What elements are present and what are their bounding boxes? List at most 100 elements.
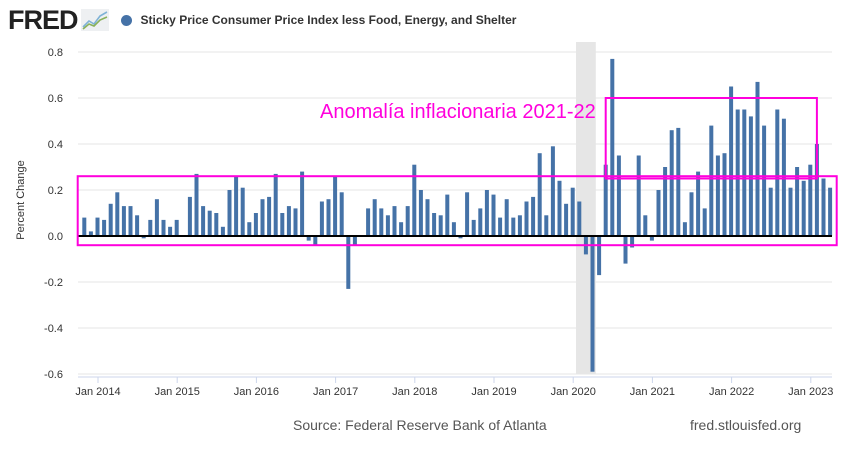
bar[interactable]: [801, 180, 806, 236]
bar[interactable]: [201, 206, 206, 236]
bar[interactable]: [781, 118, 786, 236]
bar[interactable]: [663, 167, 668, 236]
bar[interactable]: [267, 196, 272, 236]
bar[interactable]: [220, 226, 225, 236]
bar[interactable]: [610, 58, 615, 237]
site-link[interactable]: fred.stlouisfed.org: [690, 417, 802, 433]
bar[interactable]: [722, 153, 727, 236]
bar[interactable]: [603, 164, 608, 236]
bar[interactable]: [597, 236, 602, 276]
bar[interactable]: [821, 178, 826, 237]
bar[interactable]: [649, 236, 654, 241]
bar[interactable]: [425, 199, 430, 236]
bar[interactable]: [108, 203, 113, 236]
bar[interactable]: [643, 215, 648, 236]
bar[interactable]: [286, 206, 291, 236]
bar[interactable]: [544, 215, 549, 236]
bar[interactable]: [253, 213, 258, 236]
bar[interactable]: [121, 206, 126, 236]
bar[interactable]: [491, 194, 496, 236]
bar[interactable]: [471, 219, 476, 236]
bar[interactable]: [590, 236, 595, 372]
bar[interactable]: [636, 155, 641, 237]
bar[interactable]: [392, 206, 397, 236]
bar[interactable]: [577, 201, 582, 237]
bar[interactable]: [141, 236, 146, 239]
bar[interactable]: [795, 167, 800, 236]
bar[interactable]: [775, 109, 780, 237]
bar[interactable]: [319, 201, 324, 237]
bar[interactable]: [326, 199, 331, 236]
bar[interactable]: [82, 217, 87, 236]
bar[interactable]: [735, 109, 740, 237]
bar[interactable]: [511, 217, 516, 236]
bar[interactable]: [280, 213, 285, 236]
bar[interactable]: [432, 213, 437, 236]
bar[interactable]: [478, 208, 483, 236]
bar[interactable]: [531, 196, 536, 236]
bar[interactable]: [451, 222, 456, 236]
bar[interactable]: [504, 199, 509, 236]
bar[interactable]: [148, 219, 153, 236]
bar[interactable]: [616, 155, 621, 237]
bar[interactable]: [154, 199, 159, 236]
bar[interactable]: [412, 164, 417, 236]
bar[interactable]: [729, 86, 734, 237]
bar[interactable]: [570, 187, 575, 236]
bar[interactable]: [346, 236, 351, 289]
bar[interactable]: [227, 190, 232, 236]
bar[interactable]: [168, 226, 173, 236]
bar[interactable]: [682, 222, 687, 236]
bar[interactable]: [247, 222, 252, 236]
bar[interactable]: [656, 190, 661, 236]
bar[interactable]: [814, 144, 819, 236]
bar[interactable]: [550, 146, 555, 236]
bar[interactable]: [352, 236, 357, 246]
bar[interactable]: [709, 125, 714, 236]
bar[interactable]: [293, 208, 298, 236]
bar[interactable]: [564, 203, 569, 236]
bar[interactable]: [517, 215, 522, 236]
bar[interactable]: [498, 217, 503, 236]
bar[interactable]: [385, 215, 390, 236]
bar[interactable]: [214, 213, 219, 236]
bar[interactable]: [194, 173, 199, 236]
bar[interactable]: [696, 171, 701, 236]
bar[interactable]: [768, 187, 773, 236]
bar[interactable]: [702, 208, 707, 236]
bar[interactable]: [458, 236, 463, 239]
bar[interactable]: [438, 215, 443, 236]
bar[interactable]: [339, 192, 344, 236]
bar[interactable]: [313, 236, 318, 246]
bar[interactable]: [557, 180, 562, 236]
bar[interactable]: [405, 206, 410, 236]
fred-logo[interactable]: FRED: [8, 4, 78, 35]
bar[interactable]: [135, 215, 140, 236]
bar[interactable]: [445, 194, 450, 236]
bar[interactable]: [187, 196, 192, 236]
bar[interactable]: [306, 236, 311, 241]
bar[interactable]: [161, 219, 166, 236]
bar[interactable]: [273, 173, 278, 236]
bar[interactable]: [207, 210, 212, 236]
bar[interactable]: [128, 206, 133, 236]
bar[interactable]: [115, 192, 120, 236]
bar[interactable]: [95, 217, 100, 236]
bar[interactable]: [366, 208, 371, 236]
bar[interactable]: [260, 199, 265, 236]
bar[interactable]: [788, 187, 793, 236]
bar[interactable]: [379, 208, 384, 236]
bar[interactable]: [102, 219, 107, 236]
bar[interactable]: [828, 187, 833, 236]
bar[interactable]: [623, 236, 628, 264]
bar[interactable]: [234, 176, 239, 236]
bar[interactable]: [808, 164, 813, 236]
bar[interactable]: [755, 81, 760, 237]
bar[interactable]: [465, 192, 470, 236]
bar[interactable]: [174, 219, 179, 236]
bar[interactable]: [372, 199, 377, 236]
bar[interactable]: [630, 236, 635, 248]
bar[interactable]: [399, 222, 404, 236]
bar[interactable]: [537, 153, 542, 236]
legend-label[interactable]: Sticky Price Consumer Price Index less F…: [140, 13, 517, 27]
